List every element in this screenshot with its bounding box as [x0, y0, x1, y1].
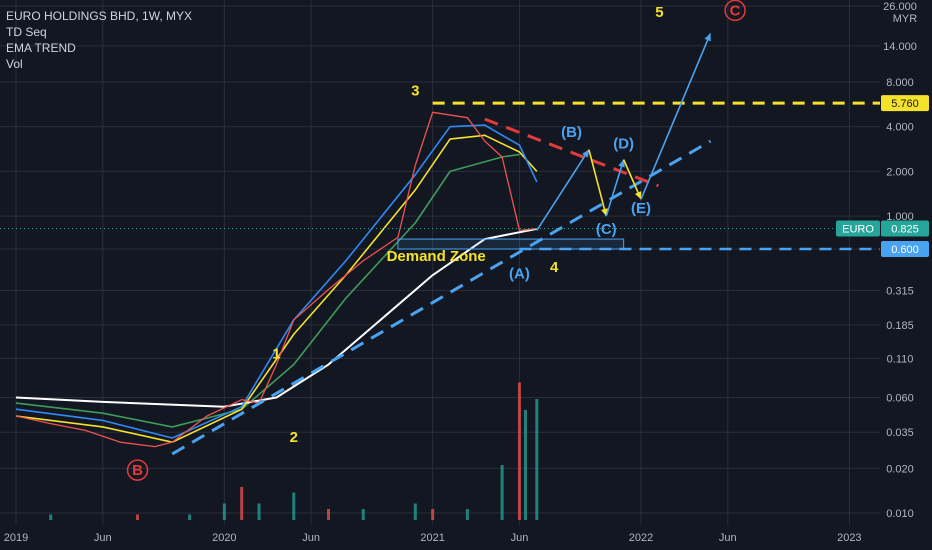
price-line	[15, 111, 537, 448]
y-tick-label: 8.000	[886, 77, 914, 89]
ema-white-line	[15, 227, 538, 408]
volume-bar	[188, 514, 192, 520]
wave-label: (A)	[509, 265, 530, 282]
wave-arrow-head	[618, 159, 625, 168]
wave-arrow-head	[704, 33, 711, 42]
x-tick-label: 2019	[4, 532, 28, 544]
price-tag: 0.825 EURO	[836, 220, 929, 237]
ema-blue-line	[15, 124, 538, 439]
currency-label: MYR	[893, 13, 918, 25]
volume-bar	[292, 492, 296, 520]
wave-label: 3	[411, 82, 419, 99]
volume-bar	[431, 509, 435, 520]
indicator-ema-trend[interactable]: EMA TREND	[6, 41, 76, 55]
x-tick-label: 2023	[837, 532, 861, 544]
x-tick-label: Jun	[94, 532, 112, 544]
price-tag-symbol: EURO	[842, 223, 874, 235]
symbol-title[interactable]: EURO HOLDINGS BHD, 1W, MYX	[6, 9, 193, 23]
wave-arrow	[605, 159, 625, 217]
price-tag-value: 0.600	[891, 244, 919, 256]
volume-bar	[523, 410, 527, 520]
ema-green-line	[15, 153, 520, 428]
y-tick-label: 0.185	[886, 320, 914, 332]
x-tick-label: 2021	[420, 532, 444, 544]
x-tick-label: 2020	[212, 532, 236, 544]
y-tick-label: 0.020	[886, 463, 914, 475]
wave-label: (D)	[613, 136, 634, 153]
wave-label: B	[132, 462, 143, 479]
y-tick-label: 4.000	[886, 122, 914, 134]
volume-bar	[500, 465, 504, 520]
indicator-td-seq[interactable]: TD Seq	[6, 25, 47, 39]
y-tick-label: 1.000	[886, 211, 914, 223]
y-tick-label: 0.010	[886, 508, 914, 520]
y-tick-label: 26.000	[883, 1, 917, 13]
price-tag-value: 5.760	[891, 98, 919, 110]
y-tick-label: 2.000	[886, 166, 914, 178]
wave-circle	[126, 459, 149, 481]
wave-label: 1	[272, 345, 280, 362]
x-tick-label: 2022	[629, 532, 653, 544]
wave-label: 5	[655, 4, 663, 21]
demand-zone-label: Demand Zone	[387, 248, 486, 265]
wave-circle	[724, 0, 746, 22]
price-tag: 0.600	[881, 241, 929, 258]
upper-trendline	[484, 117, 659, 188]
price-tag-box	[881, 220, 929, 237]
y-tick-label: 0.110	[887, 353, 914, 365]
wave-arrow-head	[634, 191, 642, 200]
wave-label: C	[730, 2, 741, 19]
wave-label: 2	[290, 429, 298, 446]
wave-label: (C)	[596, 221, 617, 238]
price-tag-symbol-box	[836, 220, 880, 237]
wave-label: 4	[550, 259, 559, 276]
price-tag: 5.760	[881, 95, 929, 112]
volume-bar	[49, 514, 53, 520]
wave-label: (B)	[561, 124, 582, 141]
y-tick-label: 0.035	[886, 427, 914, 439]
volume-bar	[361, 509, 365, 520]
volume-bar	[136, 514, 140, 520]
volume-bar	[535, 399, 539, 520]
volume-bar	[413, 503, 417, 520]
indicator-vol[interactable]: Vol	[6, 57, 23, 71]
wave-arrow	[640, 33, 712, 200]
volume-bar	[240, 487, 244, 520]
price-tag-box	[881, 95, 929, 112]
demand-zone-box	[397, 238, 625, 250]
wave-label: (E)	[631, 200, 651, 217]
price-tag-box	[881, 241, 929, 258]
x-tick-label: Jun	[302, 532, 320, 544]
y-tick-label: 14.000	[883, 41, 917, 53]
wave-arrow	[588, 149, 608, 217]
y-tick-label: 0.060	[886, 392, 914, 404]
volume-bar	[465, 509, 469, 520]
y-tick-label: 0.315	[886, 286, 914, 298]
volume-bar	[222, 503, 226, 520]
chart-legend: EURO HOLDINGS BHD, 1W, MYX TD Seq EMA TR…	[6, 8, 192, 72]
volume-bar	[257, 503, 261, 520]
wave-arrow-head	[582, 149, 589, 158]
wave-arrow	[536, 149, 590, 231]
volume-bar	[517, 382, 521, 520]
volume-bar	[327, 509, 330, 520]
x-tick-label: Jun	[719, 532, 737, 544]
x-tick-label: Jun	[511, 532, 529, 544]
price-tag-value: 0.825	[891, 223, 919, 235]
lower-trendline	[171, 139, 712, 456]
